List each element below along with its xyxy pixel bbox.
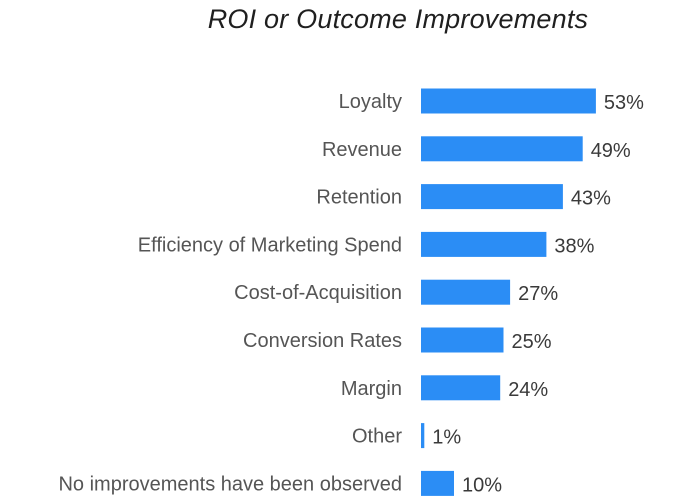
bar bbox=[421, 470, 454, 496]
chart-title: ROI or Outcome Improvements bbox=[207, 4, 589, 34]
category-label: Efficiency of Marketing Spend bbox=[138, 234, 402, 256]
bar bbox=[421, 375, 501, 401]
value-label: 1% bbox=[432, 427, 461, 449]
bar bbox=[421, 136, 583, 162]
category-label: Cost-of-Acquisition bbox=[234, 282, 402, 304]
bar bbox=[421, 184, 563, 210]
category-label: Other bbox=[352, 426, 402, 448]
category-label: Margin bbox=[341, 378, 402, 400]
category-label: No improvements have been observed bbox=[58, 473, 402, 495]
value-label: 25% bbox=[512, 331, 552, 353]
category-label: Retention bbox=[316, 187, 402, 209]
bar bbox=[421, 231, 547, 257]
category-label: Loyalty bbox=[339, 91, 402, 113]
value-label: 43% bbox=[571, 188, 611, 210]
value-label: 27% bbox=[518, 283, 558, 305]
bar bbox=[421, 279, 511, 305]
bar bbox=[421, 88, 596, 114]
bars-group: Loyalty 53% Revenue 49% Retention 43% Efficien… bbox=[58, 88, 644, 496]
value-label: 49% bbox=[591, 140, 631, 162]
value-label: 38% bbox=[554, 235, 594, 257]
value-label: 24% bbox=[508, 379, 548, 401]
bar bbox=[421, 423, 425, 449]
category-label: Conversion Rates bbox=[243, 330, 402, 352]
value-label: 53% bbox=[604, 92, 644, 114]
value-label: 10% bbox=[462, 474, 502, 496]
bar bbox=[421, 327, 504, 353]
category-label: Revenue bbox=[322, 139, 402, 161]
